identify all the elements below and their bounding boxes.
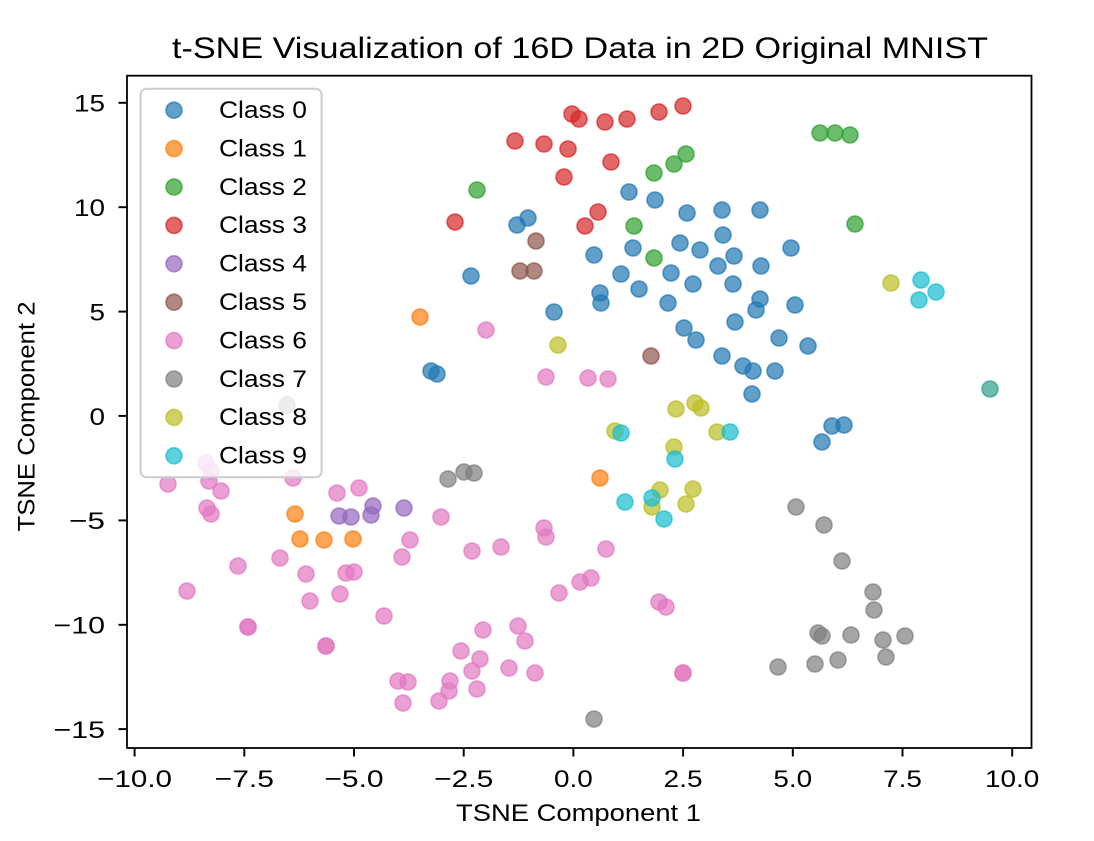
svg-text:15: 15 (74, 91, 105, 118)
svg-text:−10: −10 (54, 613, 106, 640)
svg-text:−10.0: −10.0 (97, 766, 172, 793)
svg-text:−15: −15 (54, 717, 106, 744)
svg-text:Class 1: Class 1 (219, 135, 307, 162)
svg-text:5.0: 5.0 (773, 766, 812, 793)
svg-text:−5.0: −5.0 (324, 766, 383, 793)
svg-text:10: 10 (74, 195, 105, 222)
svg-text:TSNE Component 2: TSNE Component 2 (14, 302, 41, 532)
svg-text:Class 0: Class 0 (219, 97, 307, 124)
svg-text:Class 9: Class 9 (219, 443, 307, 470)
svg-text:10.0: 10.0 (985, 766, 1039, 793)
svg-text:Class 3: Class 3 (219, 212, 307, 239)
svg-text:Class 8: Class 8 (219, 404, 307, 431)
svg-text:5: 5 (90, 299, 106, 326)
svg-text:Class 5: Class 5 (219, 289, 307, 316)
svg-text:2.5: 2.5 (664, 766, 703, 793)
svg-text:0: 0 (90, 404, 106, 431)
svg-text:Class 4: Class 4 (219, 251, 307, 278)
svg-text:7.5: 7.5 (883, 766, 922, 793)
svg-text:−7.5: −7.5 (215, 766, 274, 793)
svg-text:Class 7: Class 7 (219, 366, 307, 393)
svg-text:Class 6: Class 6 (219, 327, 307, 354)
svg-text:−2.5: −2.5 (434, 766, 493, 793)
svg-text:0.0: 0.0 (554, 766, 593, 793)
svg-text:TSNE Component 1: TSNE Component 1 (456, 800, 701, 827)
svg-text:Class 2: Class 2 (219, 174, 307, 201)
svg-text:−5: −5 (69, 508, 105, 535)
svg-text:t-SNE Visualization of 16D Dat: t-SNE Visualization of 16D Data in 2D Or… (172, 32, 988, 65)
